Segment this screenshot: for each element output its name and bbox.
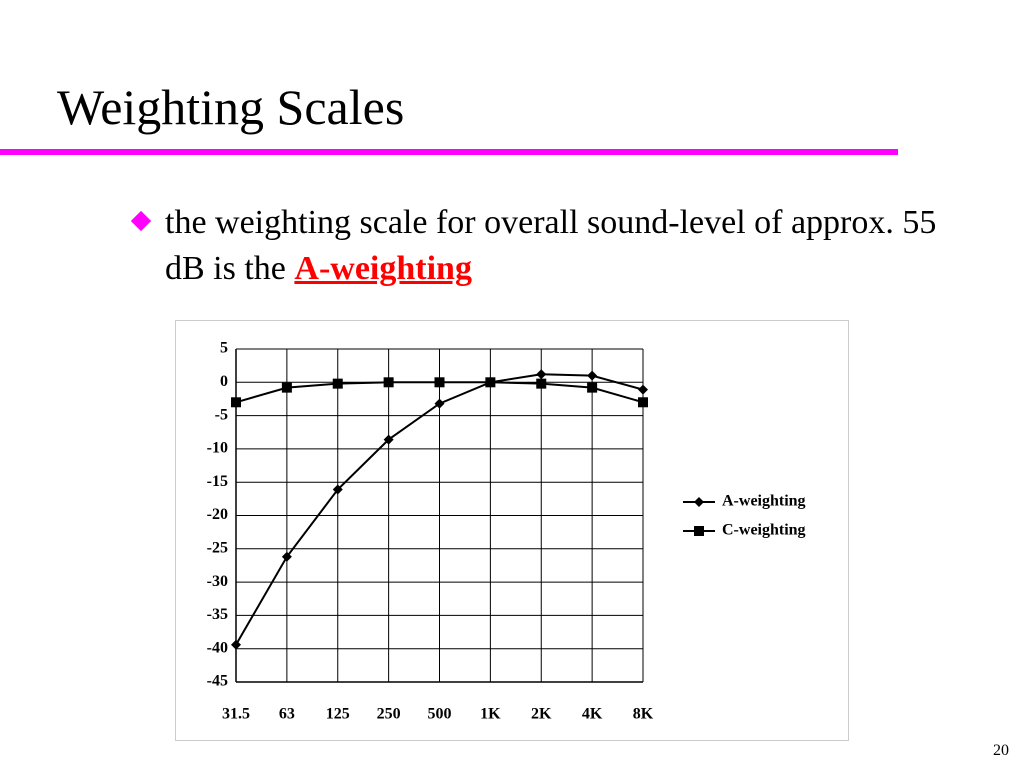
marker: [587, 370, 598, 381]
y-tick-label: -20: [207, 506, 228, 523]
y-tick-label: -30: [207, 573, 228, 590]
x-tick-label: 125: [326, 706, 350, 723]
y-tick-label: -5: [215, 406, 228, 423]
x-tick-label: 8K: [633, 706, 654, 723]
marker: [231, 639, 241, 650]
marker: [638, 384, 648, 395]
x-tick-label: 250: [377, 706, 401, 723]
marker: [638, 397, 648, 408]
marker: [434, 377, 445, 388]
chart: 5 0 -5 -10 -15 -20 -25 -30 -35 -40 -45 31.5 63 125 250…: [175, 320, 849, 741]
x-tick-label: 63: [279, 706, 295, 723]
marker: [485, 377, 496, 388]
legend-label: A-weighting: [722, 493, 806, 510]
y-tick-label: -15: [207, 473, 228, 490]
marker: [281, 382, 292, 393]
x-tick-label: 4K: [582, 706, 603, 723]
y-tick-label: -40: [207, 639, 228, 656]
y-tick-label: -25: [207, 539, 228, 556]
y-tick-label: -45: [207, 673, 228, 690]
marker: [332, 378, 343, 389]
y-tick-label: 5: [220, 340, 228, 357]
marker: [383, 377, 394, 388]
marker: [383, 434, 394, 445]
marker: [694, 497, 704, 507]
bullet-body: the weighting scale for overall sound-le…: [165, 204, 937, 287]
marker: [587, 382, 598, 393]
bullet-emphasis: A-weighting: [294, 250, 472, 287]
x-tick-label: 1K: [480, 706, 501, 723]
marker: [536, 369, 547, 380]
bullet-text: the weighting scale for overall sound-le…: [165, 200, 965, 292]
x-tick-label: 2K: [531, 706, 552, 723]
marker: [281, 551, 292, 562]
x-tick-label: 500: [428, 706, 452, 723]
y-tick-label: -35: [207, 606, 228, 623]
title-rule: [0, 149, 898, 155]
marker: [694, 526, 704, 536]
marker: [332, 484, 343, 495]
bullet-marker: [130, 210, 152, 232]
legend-label: C-weighting: [722, 522, 806, 539]
page-number: 20: [993, 742, 1009, 759]
y-tick-label: 0: [220, 373, 228, 390]
marker: [434, 398, 445, 409]
marker: [536, 378, 547, 389]
slide-title: Weighting Scales: [57, 79, 405, 135]
y-tick-label: -10: [207, 440, 228, 457]
x-tick-label: 31.5: [222, 706, 250, 723]
marker: [231, 397, 241, 408]
